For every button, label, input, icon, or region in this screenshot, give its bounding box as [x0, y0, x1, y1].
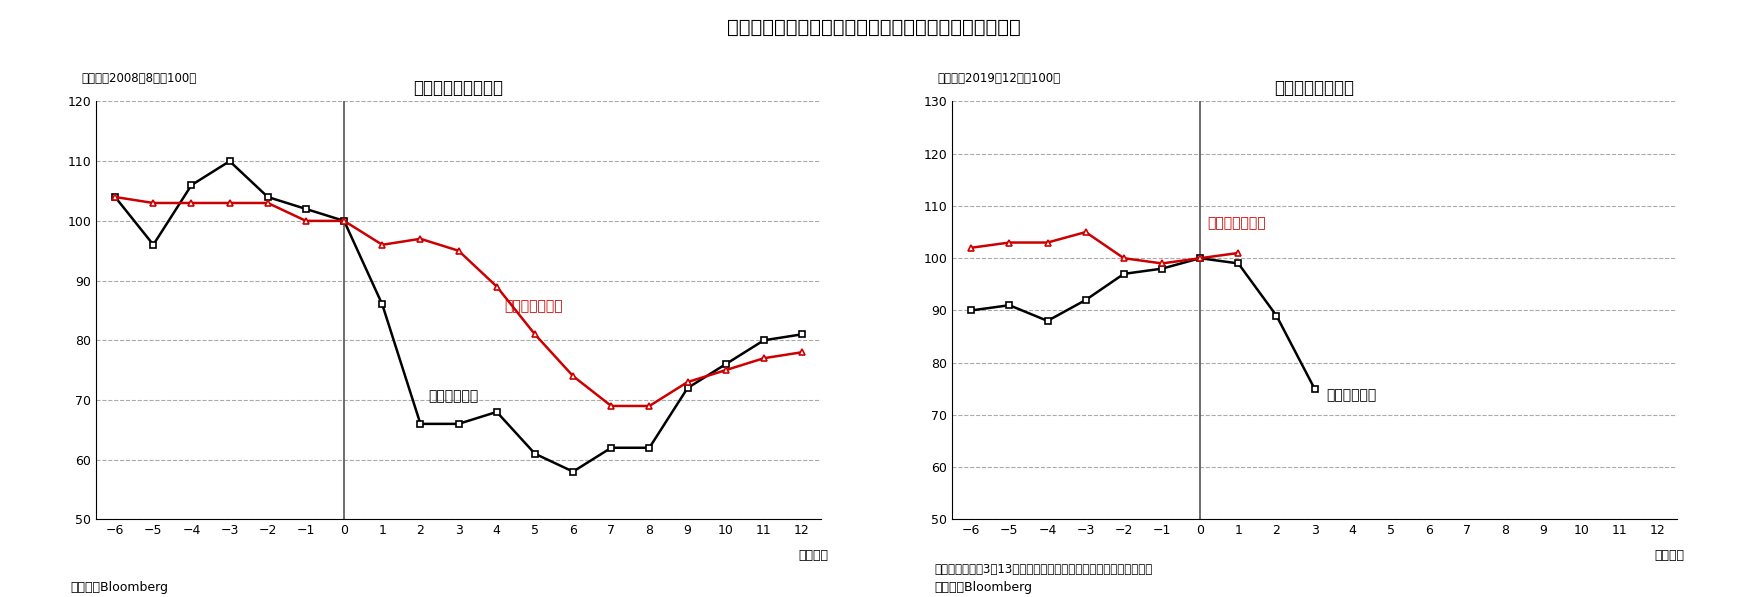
Text: （指数、2008年8月＝100）: （指数、2008年8月＝100）	[82, 72, 197, 85]
Text: （月次）: （月次）	[798, 549, 828, 562]
Text: 日経平均株価: 日経平均株価	[428, 389, 479, 403]
Title: リーマン・ショック: リーマン・ショック	[414, 79, 503, 97]
Text: ［図表１］危機時における金融市場と実体経済への影響: ［図表１］危機時における金融市場と実体経済への影響	[727, 18, 1020, 37]
Text: 日経平均株価: 日経平均株価	[1326, 388, 1377, 402]
Text: （資料）Bloomberg: （資料）Bloomberg	[935, 581, 1032, 594]
Text: 鉱工業生産指数: 鉱工業生産指数	[505, 300, 563, 313]
Text: 鉱工業生産指数: 鉱工業生産指数	[1207, 216, 1267, 230]
Text: （注）株価は「3月13日時点」、鉱工業生産指数は「１月」まで。: （注）株価は「3月13日時点」、鉱工業生産指数は「１月」まで。	[935, 563, 1153, 576]
Text: （指数、2019年12月＝100）: （指数、2019年12月＝100）	[938, 72, 1060, 85]
Text: （月次）: （月次）	[1654, 549, 1684, 562]
Title: コロナ・ショック: コロナ・ショック	[1275, 79, 1354, 97]
Text: （資料）Bloomberg: （資料）Bloomberg	[70, 581, 168, 594]
